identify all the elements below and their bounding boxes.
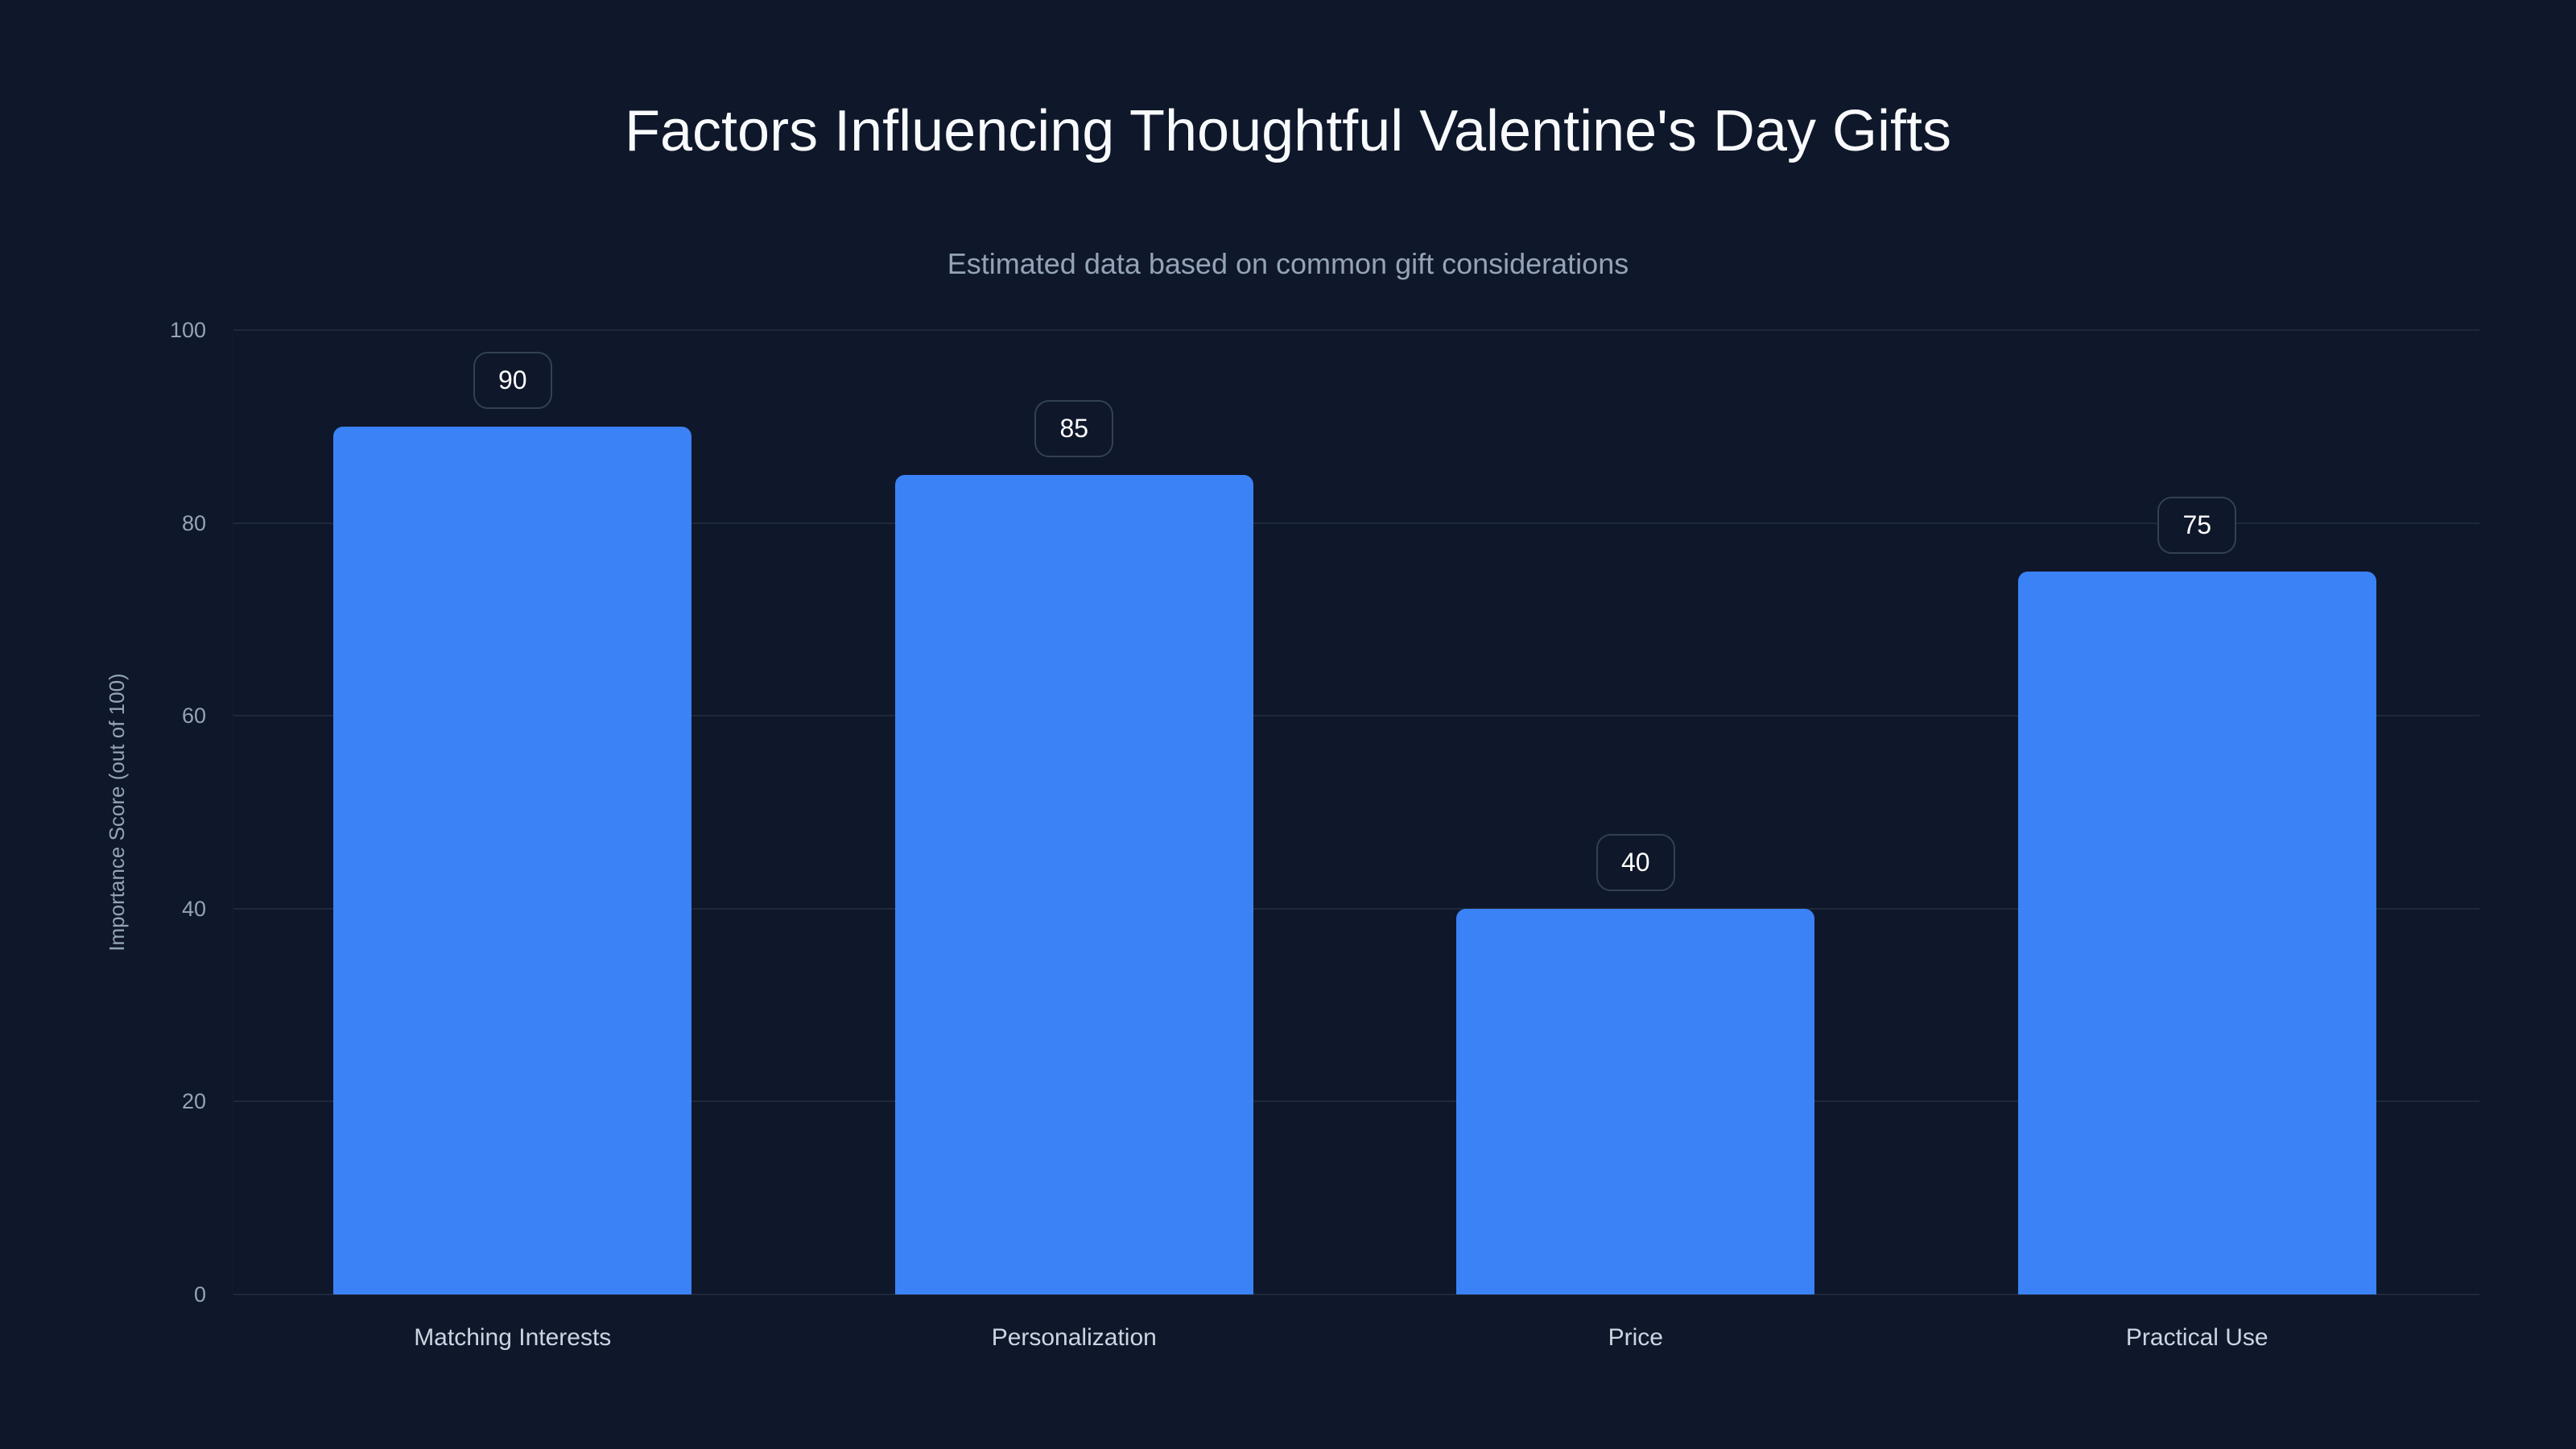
bar-personalization[interactable]: [894, 474, 1253, 1294]
value-label-badge: 85: [1034, 399, 1114, 457]
y-tick-label: 80: [181, 510, 206, 535]
gridline: [233, 1100, 2479, 1103]
chart-title: Factors Influencing Thoughtful Valentine…: [625, 99, 1951, 163]
y-tick-label: 60: [181, 704, 206, 729]
bar-practical-use[interactable]: [2017, 571, 2376, 1294]
chart-subtitle: Estimated data based on common gift cons…: [947, 247, 1629, 280]
y-tick-label: 40: [181, 896, 206, 921]
plot-area: 90 85 40 75: [232, 329, 2479, 1295]
x-axis-label: Matching Interests: [414, 1324, 612, 1351]
x-axis-label: Personalization: [991, 1324, 1157, 1351]
bar-price[interactable]: [1456, 908, 1815, 1294]
gridline: [233, 907, 2479, 910]
gridline: [233, 715, 2479, 717]
y-tick-label: 20: [181, 1089, 206, 1114]
x-axis-label: Practical Use: [2125, 1324, 2268, 1351]
value-label-badge: 75: [2157, 496, 2237, 554]
y-tick-label: 100: [169, 318, 206, 342]
x-axis-label: Price: [1608, 1324, 1663, 1351]
bar-matching-interests[interactable]: [333, 426, 692, 1294]
y-tick-label: 0: [193, 1282, 206, 1307]
value-label-badge: 90: [473, 351, 552, 409]
value-label-badge: 40: [1596, 833, 1675, 891]
y-axis-line: [232, 330, 233, 1294]
gridline: [233, 522, 2479, 524]
gridline: [233, 329, 2479, 331]
gridline: [233, 1294, 2479, 1295]
